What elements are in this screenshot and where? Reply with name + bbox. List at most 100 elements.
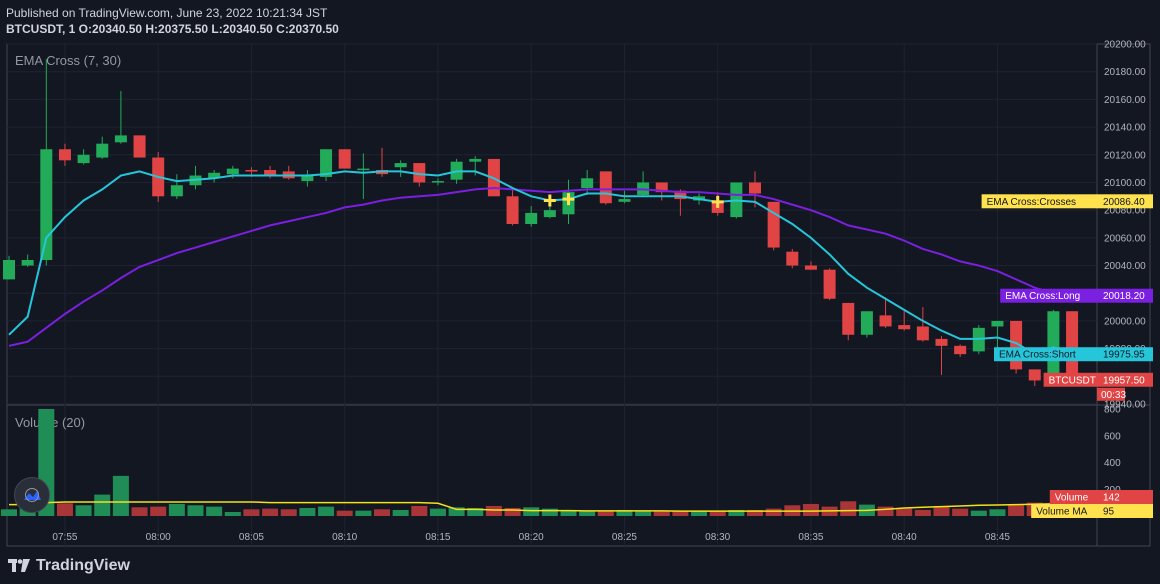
cross-marker — [562, 193, 575, 206]
brand-footer: TradingView — [8, 557, 130, 575]
ema-long-label-value: 20018.20 — [1103, 291, 1145, 302]
ema-short-label-value-bg — [1097, 347, 1153, 362]
time-tick-label: 08:00 — [146, 532, 171, 543]
time-tick-label: 08:20 — [519, 532, 544, 543]
candle-body — [823, 269, 836, 299]
ema-short-label-text-bg — [994, 347, 1097, 362]
volume-bar — [691, 510, 708, 516]
volume-bar — [243, 509, 260, 516]
volume-bar — [952, 508, 969, 516]
volume-ma-label: Volume MA 95 — [1031, 504, 1153, 518]
crosses-label: EMA Cross:Crosses 20086.40 — [981, 194, 1153, 209]
volume-last-label-value-bg — [1097, 490, 1153, 504]
volume-bar — [336, 510, 353, 516]
volume-bar — [355, 510, 372, 516]
volume-bar — [318, 506, 335, 516]
volume-last-label: Volume 142 — [1049, 490, 1153, 504]
candle-body — [320, 149, 333, 177]
candle-body — [58, 149, 71, 161]
candle-body — [599, 171, 612, 204]
time-tick-label: 08:10 — [332, 532, 357, 543]
candle-body — [674, 190, 687, 200]
ema-long-label-text: EMA Cross:Long — [1005, 291, 1080, 302]
last-price-label-value: 19957.50 — [1103, 375, 1145, 386]
candle-body — [133, 135, 146, 158]
volume-bar — [75, 505, 92, 516]
chart-frame — [6, 43, 1151, 547]
chart-header: Published on TradingView.com, June 23, 2… — [6, 5, 339, 37]
volume-bar — [914, 509, 931, 516]
volume-bar — [131, 507, 148, 516]
volume-bar — [877, 506, 894, 516]
indicator-title: EMA Cross (7, 30) — [15, 53, 121, 68]
time-tick-label: 08:25 — [612, 532, 637, 543]
candle-body — [935, 338, 948, 346]
volume-bar — [504, 507, 521, 516]
volume-bar — [168, 503, 185, 516]
ema-short-label: EMA Cross:Short 19975.95 — [994, 347, 1153, 362]
volume-bar — [94, 494, 111, 516]
price-tick-label: 20160.00 — [1104, 95, 1146, 106]
volume-bar — [672, 511, 689, 516]
candle-body — [916, 326, 929, 341]
ema-long-label-text-bg — [1000, 288, 1097, 303]
tradingview-badge[interactable] — [14, 477, 50, 513]
ema-short-label-value: 19975.95 — [1103, 350, 1145, 361]
crosses-label-text: EMA Cross:Crosses — [987, 197, 1076, 208]
volume-bar — [747, 509, 763, 516]
volume-bar — [765, 508, 782, 516]
ema-long-label-value-bg — [1097, 288, 1153, 303]
candle-body — [301, 175, 314, 182]
ema-long-line — [8, 186, 1073, 347]
volume-bar — [989, 509, 1006, 516]
ema-short-line — [8, 170, 1073, 356]
brand-name: TradingView — [36, 557, 130, 574]
candle-body — [40, 149, 53, 260]
price-tick-label: 20180.00 — [1104, 67, 1146, 78]
candle-body — [786, 251, 799, 266]
price-tick-label: 20000.00 — [1104, 316, 1146, 327]
candle-body — [543, 210, 556, 218]
volume-bar — [1008, 504, 1025, 516]
price-tick-label: 20200.00 — [1104, 40, 1146, 51]
candle-body — [991, 320, 1004, 327]
volume-bar — [467, 507, 484, 516]
volume-bar — [541, 508, 558, 516]
volume-bar — [560, 509, 577, 516]
candle-body — [170, 185, 183, 197]
countdown-label: 00:33 — [1101, 390, 1126, 401]
cross-marker — [711, 195, 724, 208]
crosses-label-value-bg — [1097, 194, 1153, 209]
crosses-label-text-bg — [981, 194, 1097, 209]
volume-ma-label-value-bg — [1097, 504, 1153, 518]
published-line: Published on TradingView.com, June 23, 2… — [6, 6, 328, 20]
candle-body — [1028, 369, 1041, 381]
time-tick-label: 08:35 — [798, 532, 823, 543]
volume-bar — [411, 505, 428, 516]
candle-body — [3, 260, 15, 280]
volume-bar — [970, 510, 987, 516]
volume-tick-label: 600 — [1104, 431, 1121, 442]
candle-body — [954, 345, 967, 355]
volume-last-label-value: 142 — [1103, 493, 1120, 504]
volume-bar — [579, 511, 596, 516]
volume-bar — [56, 503, 73, 516]
candle-body — [357, 168, 370, 171]
candle-body — [431, 181, 444, 183]
candle-body — [21, 260, 34, 266]
candle-body — [506, 196, 519, 224]
volume-ma-label-text-bg — [1031, 504, 1097, 518]
candle-body — [264, 170, 277, 176]
last-price-label-value-bg — [1097, 372, 1153, 387]
volume-bar — [523, 507, 540, 516]
candle-body — [618, 199, 631, 202]
time-tick-label: 08:15 — [425, 532, 450, 543]
volume-bar — [448, 507, 465, 516]
candle-body — [879, 315, 892, 327]
volume-bar — [150, 506, 167, 516]
candle-body — [860, 311, 873, 335]
volume-tick-label: 800 — [1104, 405, 1121, 416]
candle-body — [208, 172, 221, 179]
candle-body — [898, 325, 911, 330]
